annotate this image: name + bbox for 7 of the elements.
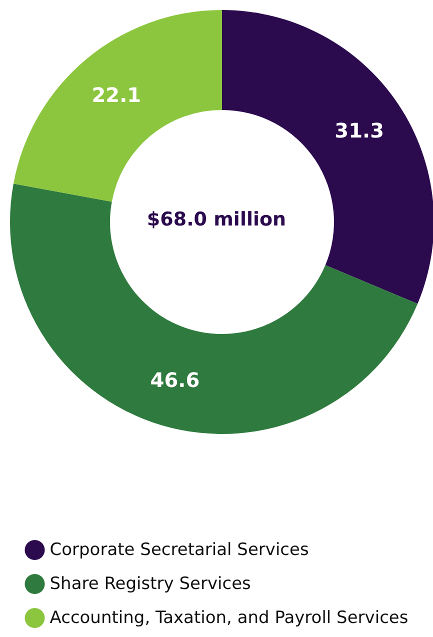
data-label: 22.1 xyxy=(92,83,142,108)
text: $68.0 million xyxy=(146,208,286,230)
data-label: 31.3 xyxy=(334,118,384,143)
legend-label: Share Registry Services xyxy=(50,574,252,594)
data-label: 46.6 xyxy=(150,368,200,392)
legend-label: Accounting, Taxation, and Payroll Services xyxy=(50,608,408,628)
legend-label: Corporate Secretarial Services xyxy=(50,540,309,560)
